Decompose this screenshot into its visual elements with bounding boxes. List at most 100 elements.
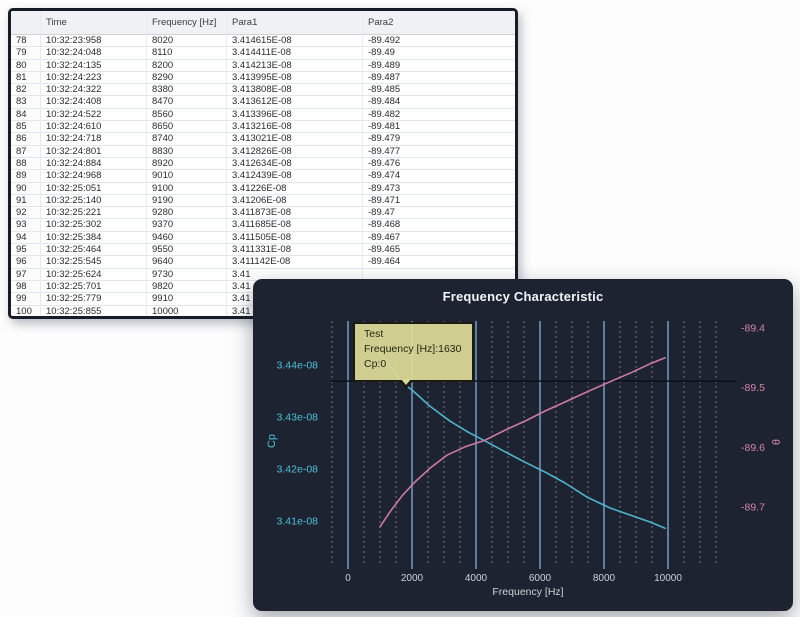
table-row[interactable]: 82 10:32:24:322 8380 3.413808E-08 -89.485 (11, 84, 515, 97)
row-number-cell[interactable]: 85 (11, 121, 41, 134)
frequency-cell[interactable]: 9100 (147, 182, 227, 195)
row-number-cell[interactable]: 93 (11, 219, 41, 232)
row-number-cell[interactable]: 98 (11, 280, 41, 294)
row-number-cell[interactable]: 89 (11, 170, 41, 183)
frequency-cell[interactable]: 9550 (147, 244, 227, 257)
table-row[interactable]: 89 10:32:24:968 9010 3.412439E-08 -89.474 (11, 170, 515, 183)
para2-cell[interactable]: -89.49 (363, 47, 515, 60)
table-row[interactable]: 97 10:32:25:624 9730 3.41 (11, 268, 515, 281)
para2-cell[interactable]: -89.481 (363, 121, 515, 134)
frequency-cell[interactable]: 9640 (147, 256, 227, 269)
para1-cell[interactable]: 3.41206E-08 (227, 194, 363, 208)
column-header-para1[interactable]: Para1 (227, 11, 363, 35)
para2-cell[interactable]: -89.473 (363, 183, 515, 195)
para1-cell[interactable]: 3.414615E-08 (227, 35, 363, 48)
table-row[interactable]: 96 10:32:25:545 9640 3.411142E-08 -89.464 (11, 256, 515, 269)
para2-cell[interactable]: -89.468 (363, 219, 515, 232)
para1-cell[interactable]: 3.41226E-08 (227, 182, 363, 195)
para2-cell[interactable]: -89.487 (363, 72, 515, 85)
table-row[interactable]: 81 10:32:24:223 8290 3.413995E-08 -89.487 (11, 71, 515, 85)
time-cell[interactable]: 10:32:25:221 (41, 207, 147, 220)
table-row[interactable]: 91 10:32:25:140 9190 3.41206E-08 -89.471 (11, 194, 515, 208)
table-row[interactable]: 79 10:32:24:048 8110 3.414411E-08 -89.49 (11, 47, 515, 60)
para2-cell[interactable]: -89.477 (363, 146, 515, 158)
frequency-cell[interactable]: 9190 (147, 194, 227, 208)
frequency-cell[interactable]: 9910 (147, 293, 227, 306)
row-number-cell[interactable]: 84 (11, 108, 41, 122)
column-header-time[interactable]: Time (41, 11, 147, 35)
frequency-cell[interactable]: 9010 (147, 170, 227, 183)
row-number-cell[interactable]: 99 (11, 293, 41, 306)
para1-cell[interactable]: 3.413808E-08 (227, 84, 363, 97)
table-row[interactable]: 86 10:32:24:718 8740 3.413021E-08 -89.479 (11, 133, 515, 146)
table-row[interactable]: 95 10:32:25:464 9550 3.411331E-08 -89.465 (11, 244, 515, 257)
table-row[interactable]: 90 10:32:25:051 9100 3.41226E-08 -89.473 (11, 182, 515, 195)
frequency-cell[interactable]: 9730 (147, 268, 227, 281)
time-cell[interactable]: 10:32:24:135 (41, 59, 147, 72)
time-cell[interactable]: 10:32:25:140 (41, 194, 147, 208)
table-row[interactable]: 87 10:32:24:801 8830 3.412826E-08 -89.477 (11, 145, 515, 158)
frequency-cell[interactable]: 9370 (147, 219, 227, 232)
para2-cell[interactable]: -89.479 (363, 133, 515, 146)
table-row[interactable]: 93 10:32:25:302 9370 3.411685E-08 -89.468 (11, 219, 515, 232)
table-row[interactable]: 85 10:32:24:610 8650 3.413216E-08 -89.481 (11, 121, 515, 134)
time-cell[interactable]: 10:32:24:048 (41, 47, 147, 60)
para2-cell[interactable]: -89.492 (363, 35, 515, 48)
row-number-cell[interactable]: 100 (11, 305, 41, 316)
para2-cell[interactable]: -89.474 (363, 170, 515, 183)
chart-plot-area[interactable]: 0 2000 4000 6000 8000 10000 Frequency [Hz] 3.44… (253, 279, 793, 611)
time-cell[interactable]: 10:32:23:958 (41, 35, 147, 48)
table-row[interactable]: 83 10:32:24:408 8470 3.413612E-08 -89.484 (11, 96, 515, 109)
row-number-cell[interactable]: 87 (11, 145, 41, 158)
column-header-rownum[interactable] (11, 11, 41, 35)
time-cell[interactable]: 10:32:24:223 (41, 71, 147, 85)
para1-cell[interactable]: 3.413396E-08 (227, 108, 363, 122)
time-cell[interactable]: 10:32:25:302 (41, 219, 147, 232)
frequency-cell[interactable]: 8830 (147, 145, 227, 158)
para2-cell[interactable]: -89.485 (363, 84, 515, 97)
time-cell[interactable]: 10:32:24:522 (41, 108, 147, 122)
frequency-cell[interactable]: 10000 (147, 305, 227, 316)
para1-cell[interactable]: 3.412439E-08 (227, 170, 363, 183)
time-cell[interactable]: 10:32:24:322 (41, 84, 147, 97)
time-cell[interactable]: 10:32:24:801 (41, 145, 147, 158)
row-number-cell[interactable]: 92 (11, 207, 41, 220)
para1-cell[interactable]: 3.412634E-08 (227, 157, 363, 171)
para2-cell[interactable]: -89.482 (363, 109, 515, 122)
frequency-cell[interactable]: 8200 (147, 59, 227, 72)
table-row[interactable]: 78 10:32:23:958 8020 3.414615E-08 -89.492 (11, 35, 515, 48)
row-number-cell[interactable]: 94 (11, 231, 41, 245)
para2-cell[interactable]: -89.464 (363, 256, 515, 269)
row-number-cell[interactable]: 78 (11, 35, 41, 48)
row-number-cell[interactable]: 88 (11, 157, 41, 171)
para2-cell[interactable]: -89.47 (363, 207, 515, 220)
frequency-cell[interactable]: 8110 (147, 47, 227, 60)
para1-cell[interactable]: 3.411142E-08 (227, 256, 363, 269)
row-number-cell[interactable]: 82 (11, 84, 41, 97)
column-header-para2[interactable]: Para2 (363, 11, 515, 35)
para2-cell[interactable]: -89.467 (363, 232, 515, 245)
table-row[interactable]: 94 10:32:25:384 9460 3.411505E-08 -89.467 (11, 231, 515, 245)
time-cell[interactable]: 10:32:24:884 (41, 157, 147, 171)
table-row[interactable]: 84 10:32:24:522 8560 3.413396E-08 -89.482 (11, 108, 515, 122)
row-number-cell[interactable]: 91 (11, 194, 41, 208)
para1-cell[interactable]: 3.411331E-08 (227, 244, 363, 257)
time-cell[interactable]: 10:32:25:855 (41, 305, 147, 316)
time-cell[interactable]: 10:32:25:701 (41, 280, 147, 294)
time-cell[interactable]: 10:32:25:545 (41, 256, 147, 269)
time-cell[interactable]: 10:32:25:051 (41, 182, 147, 195)
time-cell[interactable]: 10:32:25:384 (41, 231, 147, 245)
time-cell[interactable]: 10:32:24:610 (41, 121, 147, 134)
row-number-cell[interactable]: 81 (11, 71, 41, 85)
frequency-cell[interactable]: 8470 (147, 96, 227, 109)
frequency-cell[interactable]: 9820 (147, 280, 227, 294)
para1-cell[interactable]: 3.413216E-08 (227, 121, 363, 134)
para1-cell[interactable]: 3.413612E-08 (227, 96, 363, 109)
para2-cell[interactable]: -89.476 (363, 158, 515, 171)
frequency-cell[interactable]: 8920 (147, 157, 227, 171)
para1-cell[interactable]: 3.413021E-08 (227, 133, 363, 146)
table-row[interactable]: 92 10:32:25:221 9280 3.411873E-08 -89.47 (11, 207, 515, 220)
para1-cell[interactable]: 3.412826E-08 (227, 145, 363, 158)
time-cell[interactable]: 10:32:25:779 (41, 293, 147, 306)
data-table[interactable]: Time Frequency [Hz] Para1 Para2 78 10:32:… (11, 11, 515, 316)
